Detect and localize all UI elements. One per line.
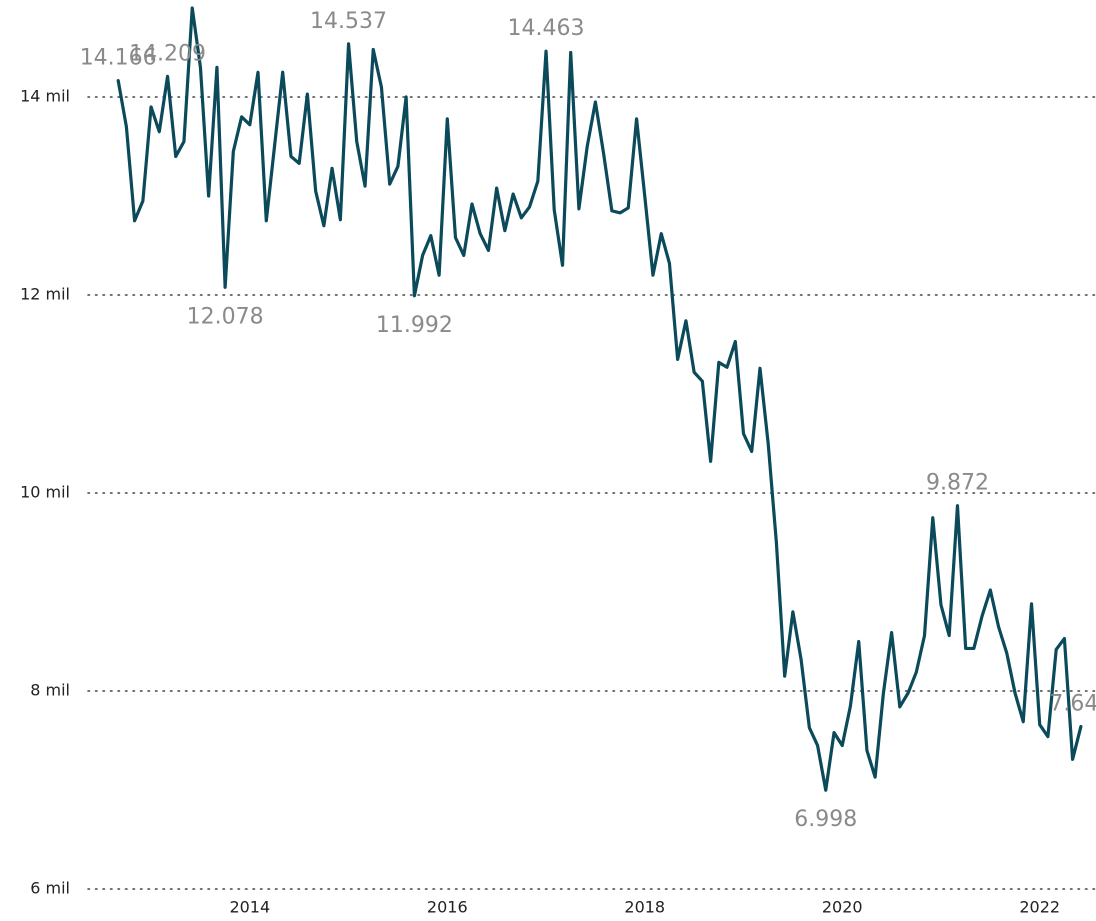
line — [116, 6, 1083, 792]
data-label: 7.641 — [1049, 692, 1096, 717]
data-label: 6.998 — [794, 807, 857, 832]
data-label: 14.166 — [80, 46, 157, 71]
y-tick-label: 10 mil — [20, 483, 70, 502]
x-tick-label: 2018 — [624, 898, 665, 917]
y-tick-label: 6 mil — [30, 879, 70, 898]
data-label: 9.872 — [926, 471, 989, 496]
x-tick-label: 2020 — [822, 898, 863, 917]
data-label: 14.463 — [508, 16, 585, 41]
data-label: 14.209 — [129, 41, 206, 66]
x-tick-label: 2022 — [1019, 898, 1060, 917]
data-label: 14.537 — [310, 9, 387, 34]
x-tick-label: 2014 — [229, 898, 270, 917]
y-tick-label: 14 mil — [20, 87, 70, 106]
y-tick-label: 12 mil — [20, 285, 70, 304]
data-label: 12.078 — [187, 304, 264, 329]
data-label: 11.992 — [376, 313, 453, 338]
x-tick-label: 2016 — [427, 898, 468, 917]
y-tick-label: 8 mil — [30, 681, 70, 700]
